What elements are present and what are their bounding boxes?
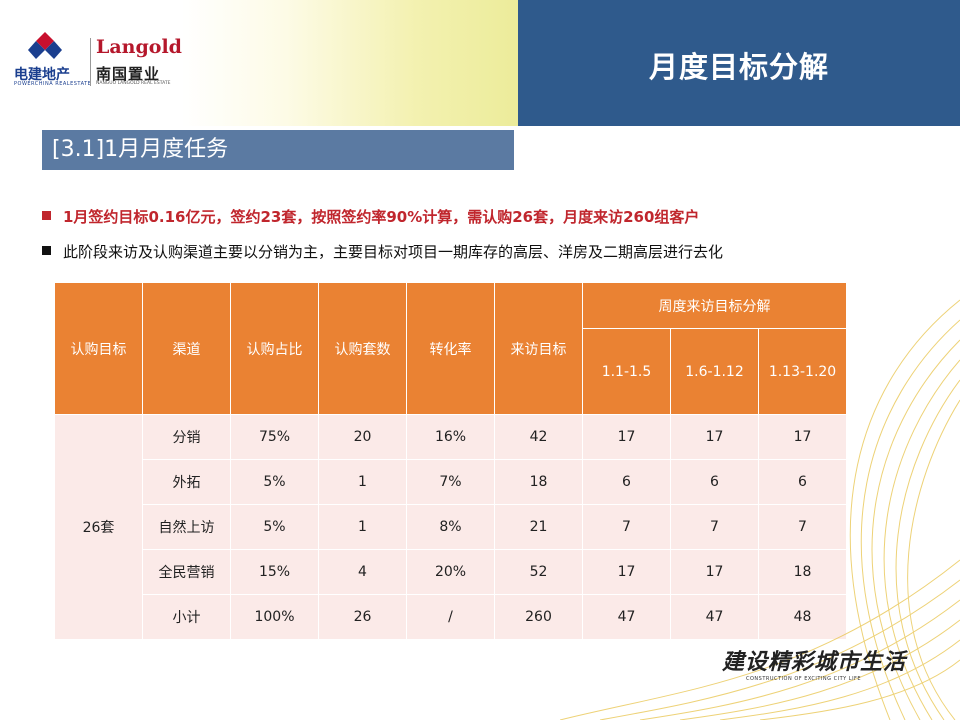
table-cell: 20: [318, 414, 407, 460]
table-cell: 20%: [406, 549, 495, 595]
langold-logo-text: Langold: [96, 36, 182, 58]
logo-divider: [90, 38, 91, 86]
table-cell: 7: [670, 504, 759, 550]
slogan-text-en: CONSTRUCTION OF EXCITING CITY LIFE: [746, 676, 862, 682]
table-cell: 自然上访: [142, 504, 231, 550]
bullet-text: 此阶段来访及认购渠道主要以分销为主，主要目标对项目一期库存的高层、洋房及二期高层…: [63, 243, 724, 261]
col-header: 认购目标: [54, 282, 143, 415]
table-cell: 6: [757, 459, 848, 505]
col-header: 渠道: [142, 282, 231, 415]
slogan-text: 建设精彩城市生活: [722, 649, 907, 675]
bullet-highlight: 1月签约目标0.16亿元，签约23套，按照签约率90%计算，需认购26套，月度来…: [42, 206, 699, 227]
powerchina-logo-icon: [28, 32, 62, 59]
table-cell: 4: [318, 549, 407, 595]
table-cell: 7%: [406, 459, 495, 505]
table-cell: 17: [757, 414, 848, 460]
table-cell: /: [406, 594, 495, 640]
table-row: 全民营销 15% 4 20% 52 17 17 18: [55, 549, 848, 595]
table-cell: 17: [670, 549, 759, 595]
title-box: 月度目标分解: [518, 0, 960, 126]
table-cell: 48: [757, 594, 848, 640]
square-bullet-icon: [42, 246, 51, 255]
table-cell: 1: [318, 504, 407, 550]
table-cell: 21: [494, 504, 583, 550]
logo-text-cn: 电建地产: [14, 67, 70, 83]
target-table: 认购目标 渠道 认购占比 认购套数 转化率 来访目标 周度来访目标分解 1.1-…: [54, 282, 848, 640]
table-cell: 26: [318, 594, 407, 640]
nanguo-logo-en: NANGUO LANGOLD REAL ESTATE: [96, 81, 171, 86]
square-bullet-icon: [42, 211, 51, 220]
table-cell: 100%: [230, 594, 319, 640]
bullet-normal: 此阶段来访及认购渠道主要以分销为主，主要目标对项目一期库存的高层、洋房及二期高层…: [42, 241, 723, 262]
table-cell: 75%: [230, 414, 319, 460]
page-title: 月度目标分解: [648, 50, 829, 84]
table-cell: 47: [670, 594, 759, 640]
table-cell: 分销: [142, 414, 231, 460]
target-cell: 26套: [54, 414, 143, 640]
table-cell: 15%: [230, 549, 319, 595]
table-cell: 17: [582, 414, 671, 460]
table-cell: 小计: [142, 594, 231, 640]
col-header: 认购套数: [318, 282, 407, 415]
company-logo: 电建地产 POWERCHINA REALESTATE Langold 南国置业 …: [10, 30, 182, 90]
table-cell: 5%: [230, 504, 319, 550]
nanguo-logo-text: 南国置业: [96, 65, 161, 83]
table-subheader-row: 1.1-1.5 1.6-1.12 1.13-1.20: [55, 328, 848, 415]
table-cell: 47: [582, 594, 671, 640]
header-band: [0, 0, 520, 126]
bullet-text: 1月签约目标0.16亿元，签约23套，按照签约率90%计算，需认购26套，月度来…: [63, 208, 700, 226]
table-cell: 260: [494, 594, 583, 640]
table-cell: 8%: [406, 504, 495, 550]
table-cell: 17: [670, 414, 759, 460]
col-header: 认购占比: [230, 282, 319, 415]
table-cell: 1: [318, 459, 407, 505]
table-row: 26套 分销 75% 20 16% 42 17 17 17: [54, 414, 848, 640]
table-row: 外拓 5% 1 7% 18 6 6 6: [55, 459, 848, 505]
table-cell: 全民营销: [142, 549, 231, 595]
table-row-subtotal: 小计 100% 26 / 260 47 47 48: [55, 594, 848, 640]
week-header: 1.6-1.12: [670, 328, 759, 415]
logo-text-en: POWERCHINA REALESTATE: [14, 81, 92, 87]
col-header: 来访目标: [494, 282, 583, 415]
table-cell: 7: [582, 504, 671, 550]
col-header: 转化率: [406, 282, 495, 415]
gold-swirl-decoration: [560, 299, 960, 720]
table-cell: 17: [582, 549, 671, 595]
table-cell: 6: [670, 459, 759, 505]
table-cell: 18: [494, 459, 583, 505]
section-title: [3.1]1月月度任务: [42, 130, 514, 170]
table-cell: 外拓: [142, 459, 231, 505]
table-cell: 6: [582, 459, 671, 505]
table-cell: 18: [757, 549, 848, 595]
table-cell: 16%: [406, 414, 495, 460]
col-header-weekly: 周度来访目标分解: [581, 282, 848, 329]
table-cell: 5%: [230, 459, 319, 505]
